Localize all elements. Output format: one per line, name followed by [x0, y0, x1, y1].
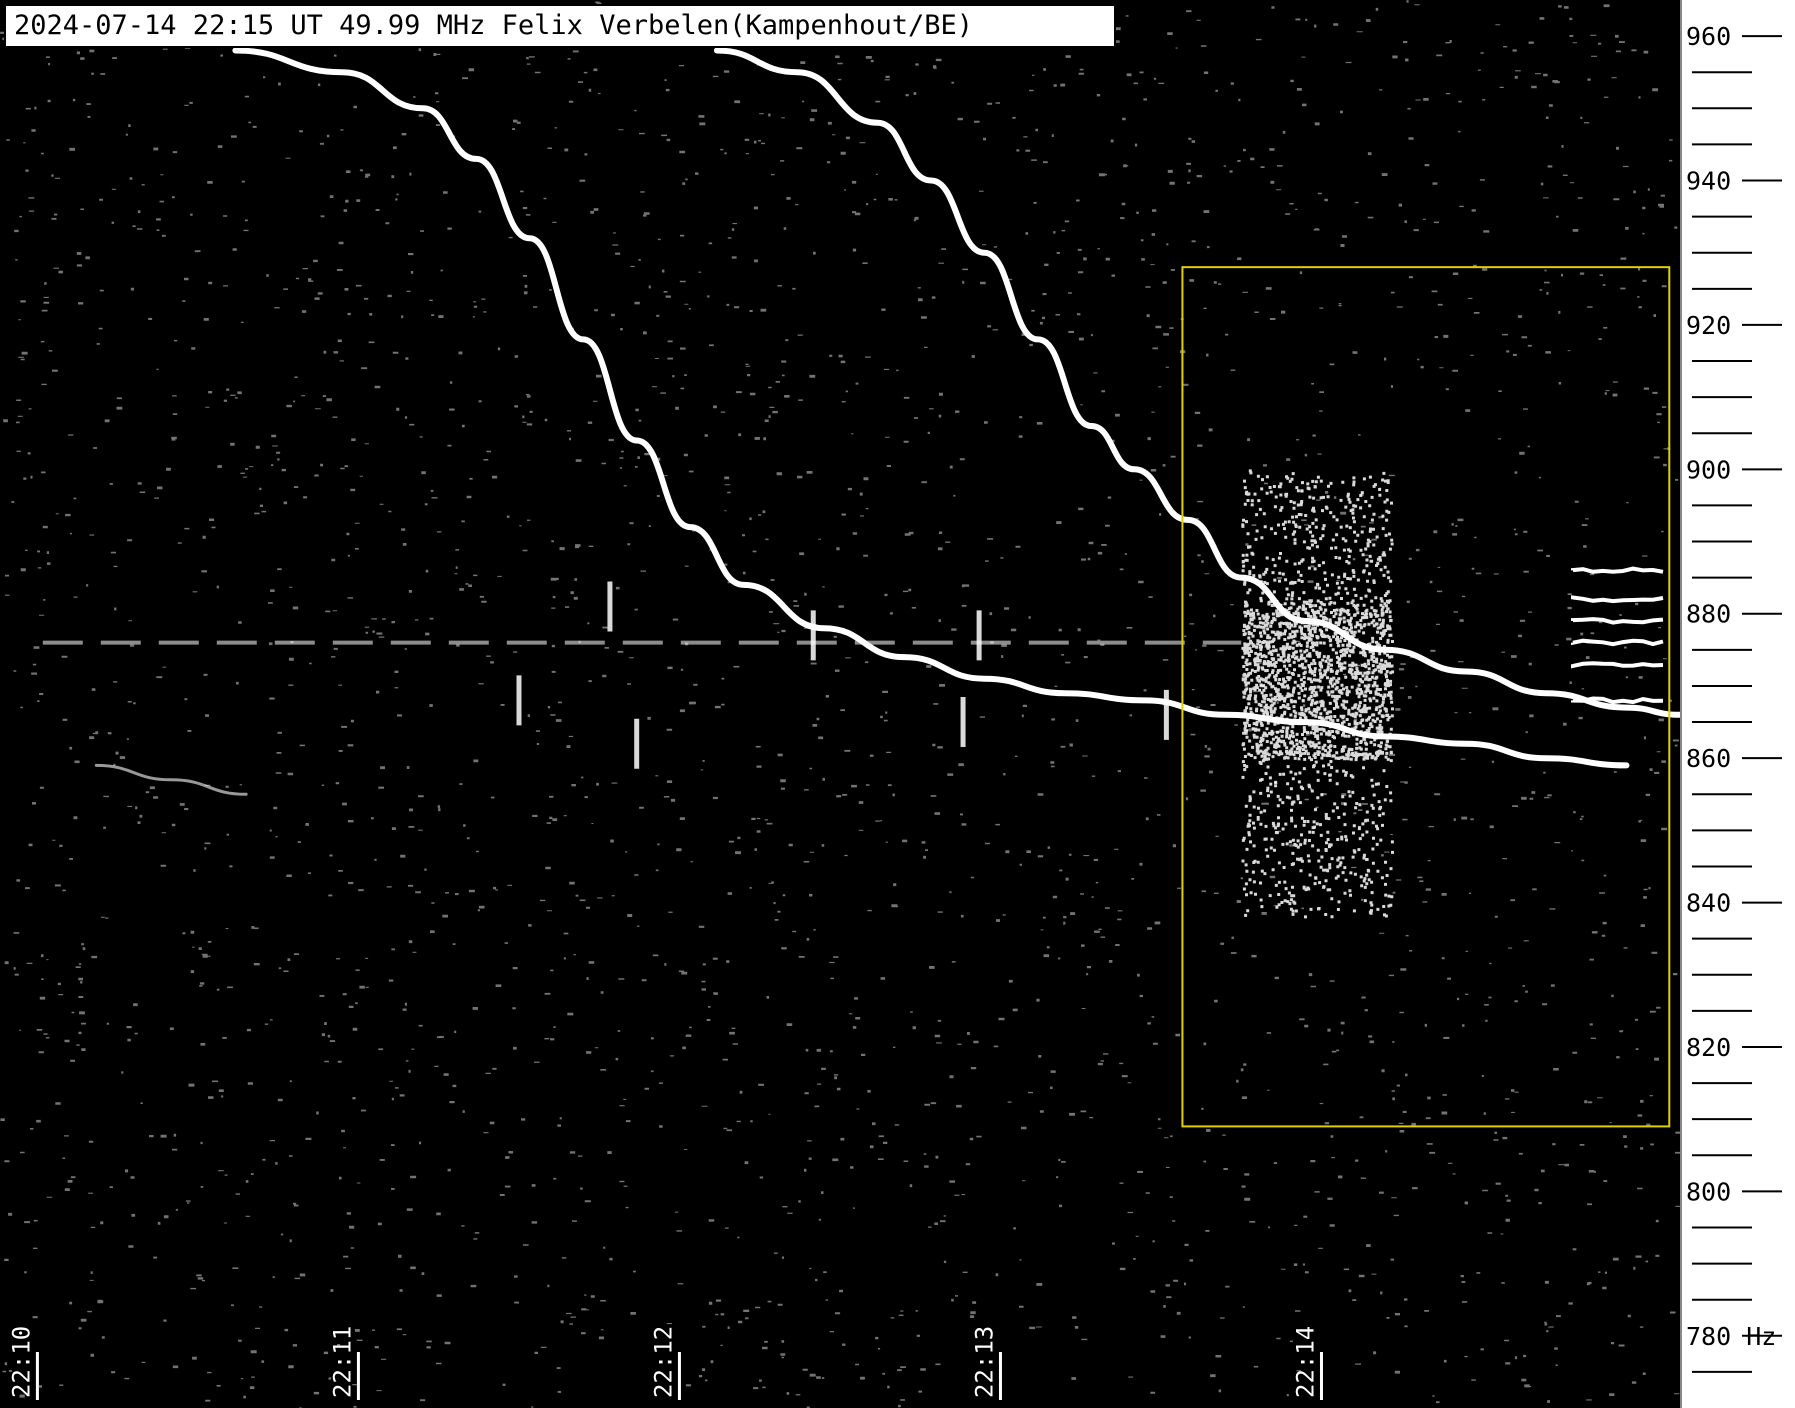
frequency-axis: 960 940 920 900 880 860 840 820 800 780 Hz [1686, 22, 1782, 1373]
time-axis: 22:10 22:11 22:12 22:13 22:14 [7, 1326, 1323, 1400]
frequency-tick-label: 940 [1686, 167, 1731, 196]
scatter-echo-line [1570, 617, 1664, 625]
doppler-trace [713, 47, 1683, 718]
frequency-axis-panel [1682, 0, 1795, 1408]
frequency-tick-label: 900 [1686, 455, 1731, 484]
time-tick-label: 22:11 [328, 1326, 356, 1398]
frequency-tick-label: 820 [1686, 1033, 1731, 1062]
scatter-echo-line [1570, 638, 1664, 647]
noise-burst-layer [1241, 469, 1395, 919]
frequency-tick-label: 860 [1686, 744, 1731, 773]
ping-layer [516, 581, 1169, 769]
time-tick-label: 22:12 [649, 1326, 677, 1398]
frequency-tick-label: 960 [1686, 22, 1731, 51]
highlight-box [1181, 266, 1671, 1128]
time-tick-label: 22:14 [1291, 1326, 1319, 1398]
chart-title: 2024-07-14 22:15 UT 49.99 MHz Felix Verb… [4, 4, 1116, 48]
plot-background [0, 0, 1680, 1408]
frequency-tick-label: 780 Hz [1686, 1322, 1776, 1351]
doppler-trace [232, 47, 1630, 769]
frequency-tick-label: 840 [1686, 889, 1731, 918]
frequency-tick-label: 800 [1686, 1177, 1731, 1206]
scatter-echo-line [1570, 661, 1664, 669]
trace-layer [42, 47, 1683, 796]
scatter-echo-line [1570, 595, 1664, 604]
time-tick-label: 22:10 [7, 1326, 35, 1398]
noise-burst [1241, 469, 1395, 919]
doppler-trace [94, 763, 248, 796]
frequency-tick-label: 920 [1686, 311, 1731, 340]
frequency-tick-label: 880 [1686, 600, 1731, 629]
scatter-echo-line [1570, 566, 1664, 574]
time-tick-label: 22:13 [970, 1326, 998, 1398]
